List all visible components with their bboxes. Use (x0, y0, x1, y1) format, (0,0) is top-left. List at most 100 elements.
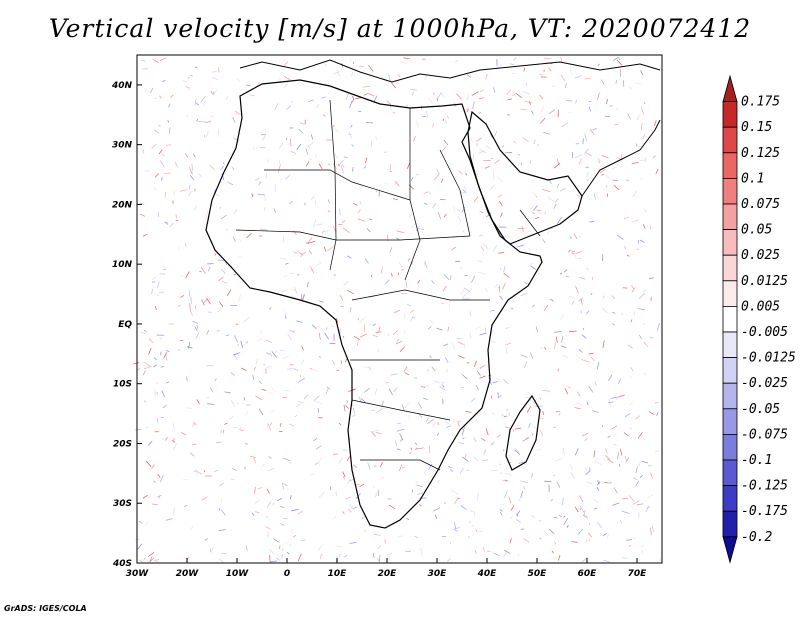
lon-tick-label: 30W (126, 569, 150, 579)
field-streak (268, 307, 272, 310)
field-streak (391, 272, 393, 277)
field-streak (139, 213, 146, 217)
field-streak (542, 239, 546, 244)
field-streak (145, 426, 149, 429)
field-streak (397, 74, 401, 78)
field-streak (584, 148, 589, 154)
field-streak (152, 58, 159, 63)
field-streak (539, 117, 546, 124)
field-streak (410, 316, 414, 322)
field-streak (406, 303, 412, 307)
field-streak (610, 396, 618, 399)
field-streak (292, 534, 297, 538)
field-streak (290, 150, 297, 154)
field-streak (548, 109, 556, 115)
field-streak (638, 460, 641, 467)
field-streak (454, 497, 459, 505)
field-streak (536, 448, 542, 451)
field-streak (224, 391, 231, 394)
field-streak (433, 507, 441, 512)
field-streak (232, 113, 240, 115)
field-streak (379, 461, 383, 468)
field-streak (559, 272, 563, 275)
field-streak (423, 471, 426, 476)
field-streak (245, 544, 248, 551)
field-streak (543, 57, 552, 60)
field-streak (266, 501, 272, 508)
field-streak (342, 335, 345, 339)
field-streak (448, 301, 451, 308)
field-streak (346, 455, 351, 462)
field-streak (190, 74, 193, 77)
field-streak (578, 349, 583, 353)
field-streak (291, 100, 293, 104)
field-streak (249, 94, 255, 97)
field-streak (335, 545, 343, 548)
field-streak (324, 332, 330, 340)
field-streak (430, 319, 433, 324)
field-streak (579, 276, 586, 280)
field-streak (622, 80, 625, 87)
field-streak (262, 134, 266, 142)
field-streak (279, 177, 284, 181)
field-streak (456, 93, 463, 100)
field-streak (353, 464, 358, 468)
field-streak (469, 333, 472, 339)
field-streak (218, 482, 225, 487)
field-streak (551, 227, 554, 230)
field-streak (318, 163, 323, 170)
field-streak (195, 102, 199, 106)
field-streak (443, 139, 449, 146)
field-streak (203, 298, 208, 304)
field-streak (528, 423, 531, 429)
field-streak (444, 120, 448, 124)
field-streak (189, 175, 195, 181)
field-streak (216, 441, 222, 444)
field-streak (347, 289, 355, 295)
field-streak (301, 346, 304, 351)
field-streak (431, 366, 436, 372)
field-streak (403, 57, 410, 60)
field-streak (436, 169, 440, 175)
field-streak (160, 474, 164, 483)
field-streak (408, 184, 415, 190)
field-streak (590, 292, 593, 296)
field-streak (523, 67, 526, 72)
field-streak (531, 191, 537, 197)
field-streak (342, 511, 345, 515)
field-streak (255, 145, 260, 150)
field-streak (460, 505, 467, 510)
field-streak (643, 208, 647, 213)
field-streak (458, 420, 462, 423)
field-streak (220, 214, 227, 220)
field-streak (193, 205, 198, 211)
field-streak (201, 299, 205, 306)
field-streak (142, 494, 149, 499)
field-streak (207, 403, 215, 405)
field-streak (641, 460, 649, 464)
field-streak (624, 412, 631, 418)
field-streak (594, 507, 598, 510)
field-streak (292, 329, 295, 333)
field-streak (613, 184, 620, 191)
field-streak (531, 304, 536, 308)
field-streak (454, 529, 458, 532)
field-streak (180, 274, 184, 277)
field-streak (286, 551, 290, 555)
lon-tick-label: 20W (176, 569, 200, 579)
field-streak (290, 528, 293, 534)
field-streak (644, 372, 647, 376)
field-streak (164, 192, 167, 198)
field-streak (544, 530, 548, 535)
field-streak (629, 426, 632, 430)
field-streak (504, 479, 508, 482)
field-streak (580, 299, 583, 305)
field-streak (351, 71, 354, 77)
field-streak (370, 430, 379, 433)
field-streak (465, 172, 468, 176)
colorbar-segment (722, 254, 738, 282)
field-streak (183, 505, 188, 508)
field-streak (418, 228, 425, 231)
field-streak (633, 537, 636, 540)
field-streak (168, 127, 171, 134)
